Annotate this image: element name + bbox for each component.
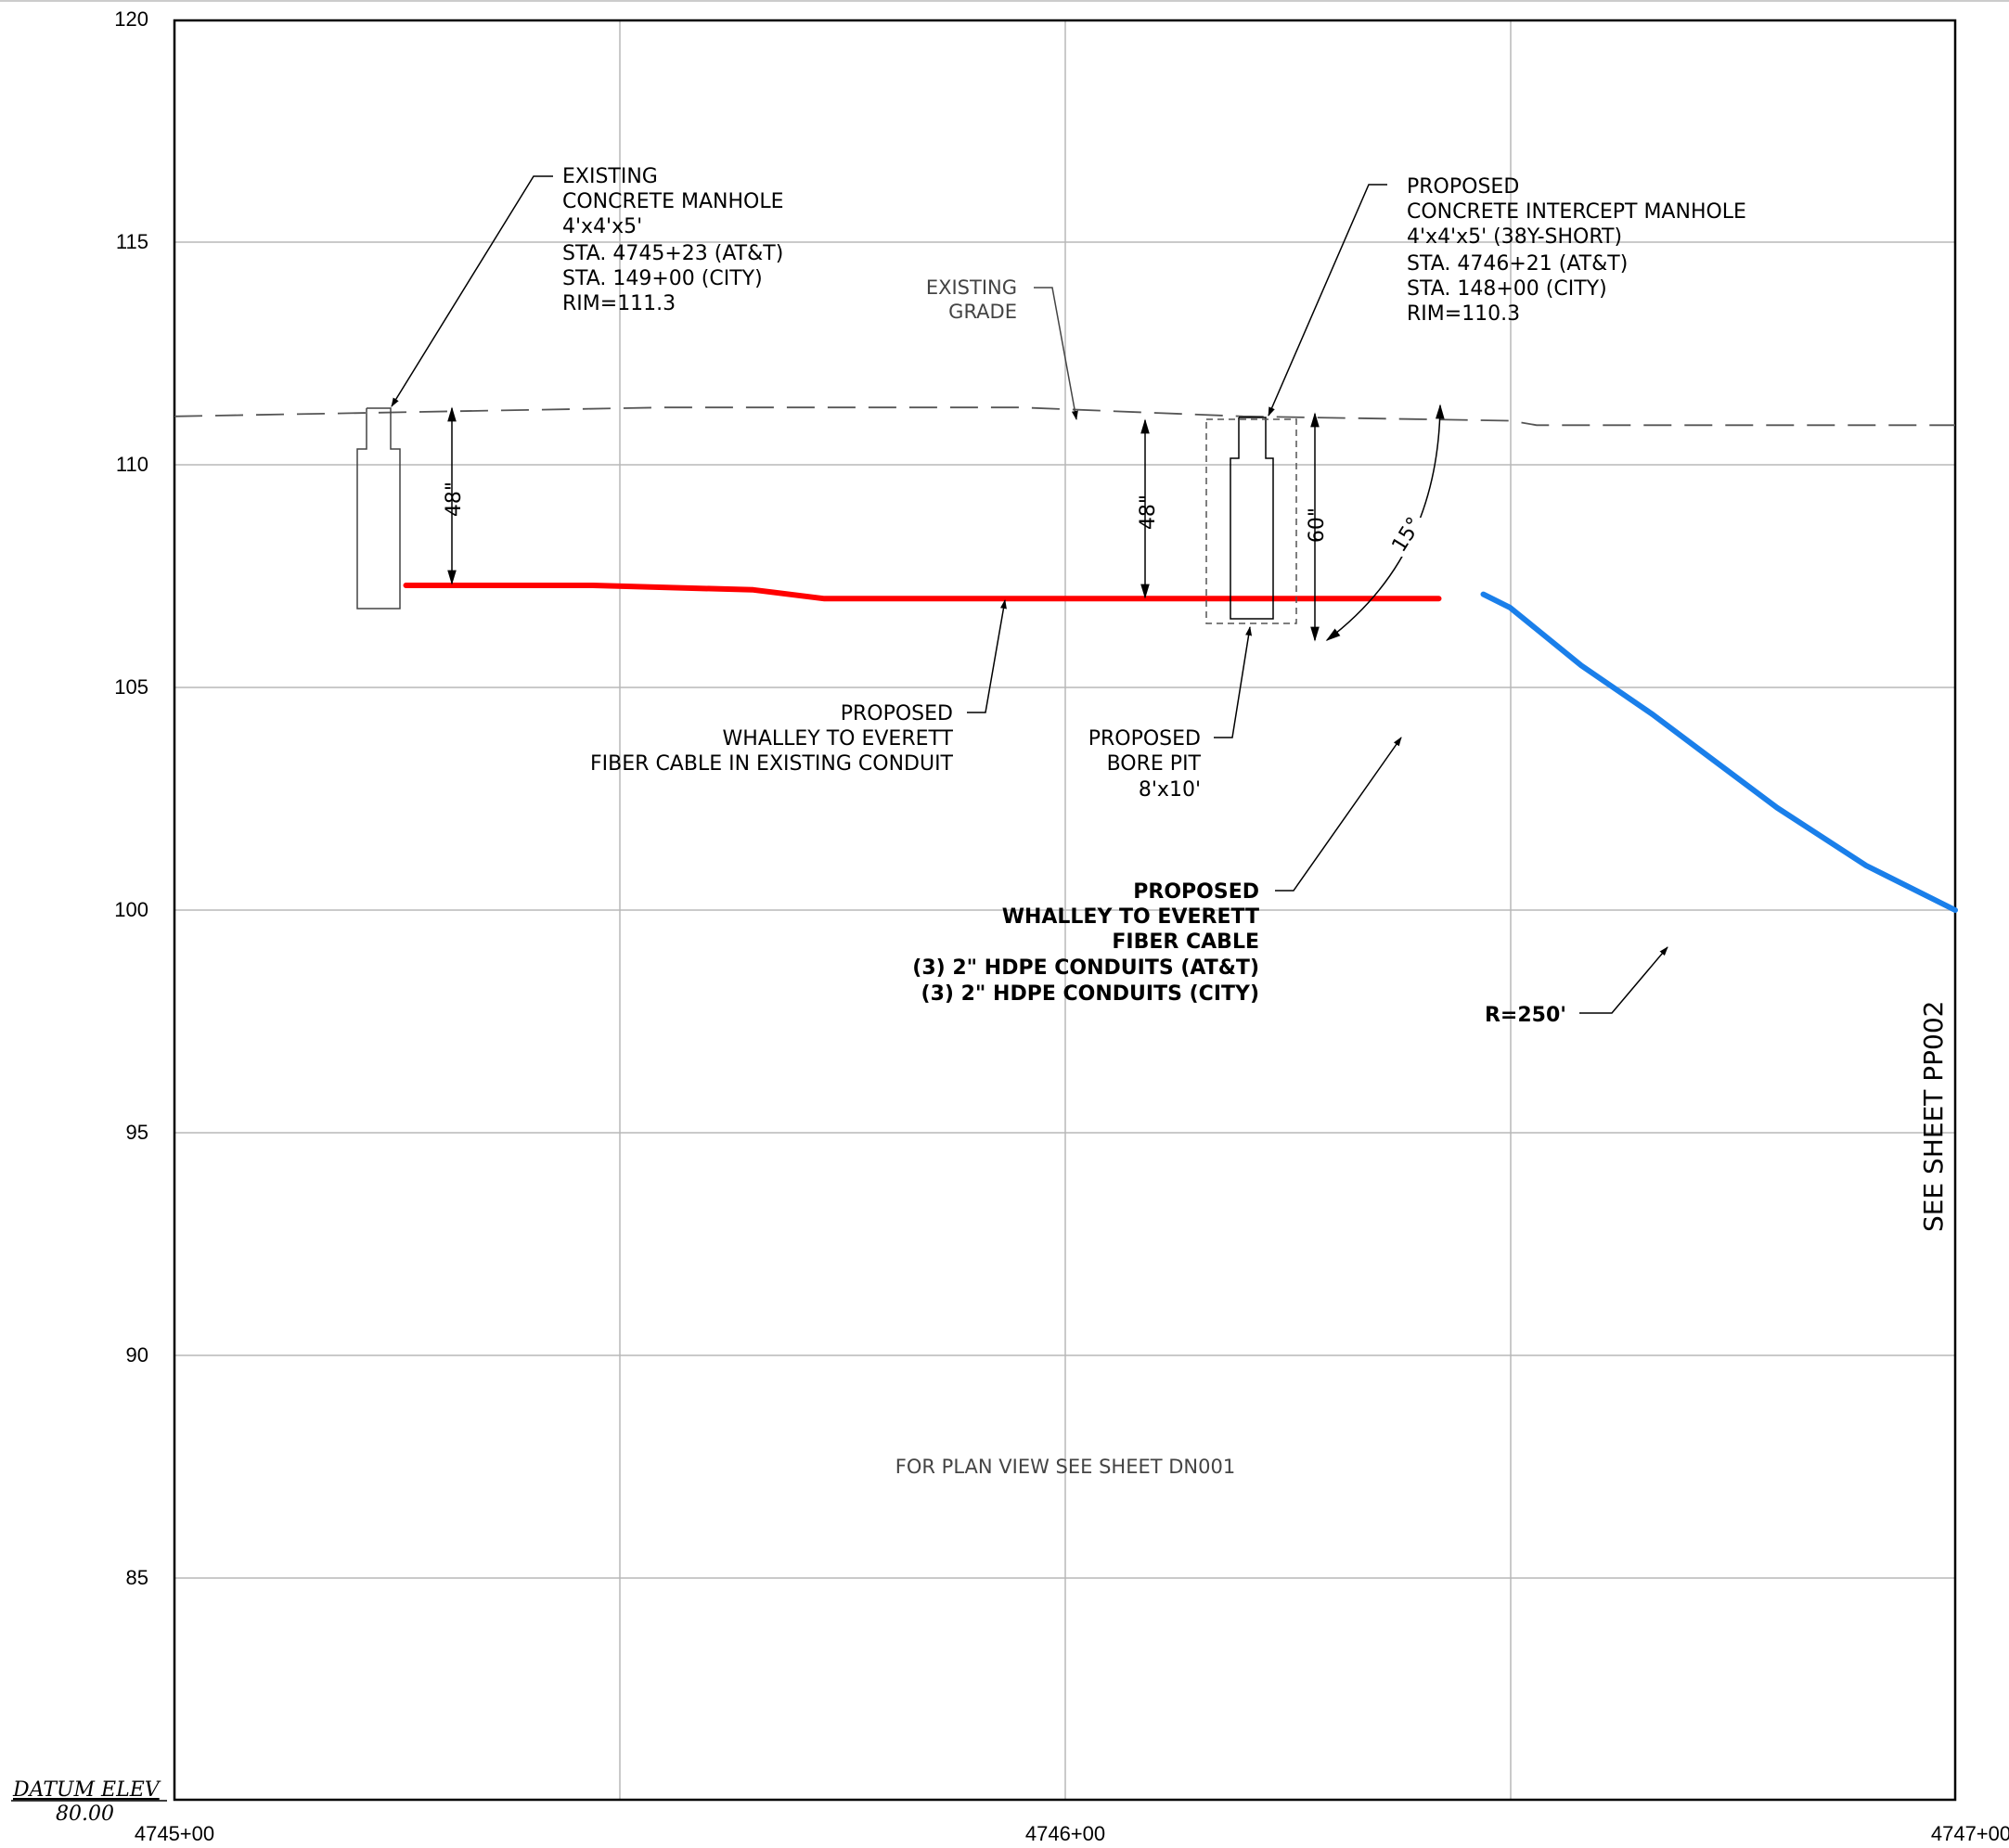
dimension-48-left-label: 48" bbox=[443, 481, 466, 517]
y-tick-label: 85 bbox=[126, 1566, 148, 1589]
note-line: PROPOSED bbox=[1133, 880, 1259, 904]
note-line: PROPOSED bbox=[1407, 175, 1519, 199]
note-line: RIM=110.3 bbox=[1407, 302, 1520, 326]
existing-manhole-symbol bbox=[356, 407, 401, 610]
radius-label: R=250' bbox=[1485, 1004, 1566, 1027]
x-tick-label: 4747+00 bbox=[1931, 1822, 2009, 1845]
note-line: FIBER CABLE IN EXISTING CONDUIT bbox=[590, 752, 954, 776]
leader-line bbox=[1034, 287, 1078, 420]
note-line: 4'x4'x5' (38Y-SHORT) bbox=[1407, 225, 1622, 249]
y-tick-label: 115 bbox=[116, 230, 148, 253]
cable-existing-conduit-line bbox=[403, 583, 1442, 602]
y-tick-label: 105 bbox=[114, 675, 148, 699]
note-line: WHALLEY TO EVERETT bbox=[1002, 905, 1259, 929]
cable-hdpe-note: PROPOSED WHALLEY TO EVERETT FIBER CABLE … bbox=[912, 880, 1259, 1006]
note-line: (3) 2" HDPE CONDUITS (AT&T) bbox=[912, 956, 1259, 980]
note-line: STA. 4746+21 (AT&T) bbox=[1407, 252, 1628, 276]
x-tick-label: 4746+00 bbox=[1025, 1822, 1105, 1845]
plan-view-note: FOR PLAN VIEW SEE SHEET DN001 bbox=[895, 1456, 1235, 1478]
proposed-manhole-note: PROPOSED CONCRETE INTERCEPT MANHOLE 4'x4… bbox=[1407, 175, 1746, 326]
leader-line bbox=[391, 175, 553, 407]
dimension-48-mid-label: 48" bbox=[1137, 494, 1160, 530]
leader-line bbox=[1268, 184, 1387, 417]
cable-hdpe-bore-line bbox=[1480, 591, 1958, 913]
leader-line bbox=[1275, 737, 1402, 892]
note-line: WHALLEY TO EVERETT bbox=[723, 727, 954, 751]
note-line: CONCRETE MANHOLE bbox=[562, 190, 784, 213]
note-line: PROPOSED bbox=[841, 702, 953, 725]
y-axis-labels: 120 115 110 105 100 95 90 85 bbox=[114, 7, 148, 1589]
note-line: GRADE bbox=[948, 301, 1017, 323]
y-tick-label: 100 bbox=[114, 898, 148, 921]
note-line: (3) 2" HDPE CONDUITS (CITY) bbox=[921, 982, 1259, 1006]
y-tick-label: 110 bbox=[116, 453, 148, 476]
dimension-60-label: 60" bbox=[1306, 507, 1329, 543]
proposed-manhole-symbol bbox=[1230, 417, 1274, 620]
note-line: EXISTING bbox=[926, 276, 1017, 299]
x-axis-labels: 4745+00 4746+00 4747+00 bbox=[135, 1822, 2009, 1845]
note-line: CONCRETE INTERCEPT MANHOLE bbox=[1407, 200, 1746, 224]
angle-label-mask bbox=[1388, 518, 1423, 557]
note-line: STA. 149+00 (CITY) bbox=[562, 267, 763, 290]
y-tick-label: 90 bbox=[126, 1343, 148, 1367]
note-line: EXISTING bbox=[562, 165, 658, 188]
note-line: 4'x4'x5' bbox=[562, 215, 642, 238]
note-line: 8'x10' bbox=[1139, 778, 1201, 802]
bore-pit-outline bbox=[1205, 418, 1297, 624]
leader-line bbox=[967, 599, 1007, 713]
x-tick-label: 4745+00 bbox=[135, 1822, 214, 1845]
datum-value: 80.00 bbox=[56, 1803, 114, 1826]
note-line: PROPOSED bbox=[1088, 727, 1201, 751]
existing-grade-note: EXISTING GRADE bbox=[926, 276, 1017, 323]
bore-pit-note: PROPOSED BORE PIT 8'x10' bbox=[1088, 727, 1202, 802]
see-sheet-label: SEE SHEET PP002 bbox=[1918, 1001, 1949, 1232]
grid-lines bbox=[174, 20, 1955, 1800]
note-line: FIBER CABLE bbox=[1112, 930, 1259, 954]
cable-existing-note: PROPOSED WHALLEY TO EVERETT FIBER CABLE … bbox=[590, 702, 954, 776]
existing-manhole-note: EXISTING CONCRETE MANHOLE 4'x4'x5' STA. … bbox=[562, 165, 784, 315]
y-tick-label: 120 bbox=[114, 7, 148, 31]
note-line: RIM=111.3 bbox=[562, 292, 676, 315]
note-line: STA. 148+00 (CITY) bbox=[1407, 277, 1607, 301]
note-line: BORE PIT bbox=[1107, 752, 1202, 776]
leader-line bbox=[1579, 946, 1668, 1014]
y-tick-label: 95 bbox=[126, 1121, 148, 1144]
note-line: STA. 4745+23 (AT&T) bbox=[562, 242, 783, 265]
leader-line bbox=[1214, 626, 1253, 738]
datum-label: DATUM ELEV bbox=[12, 1778, 161, 1802]
